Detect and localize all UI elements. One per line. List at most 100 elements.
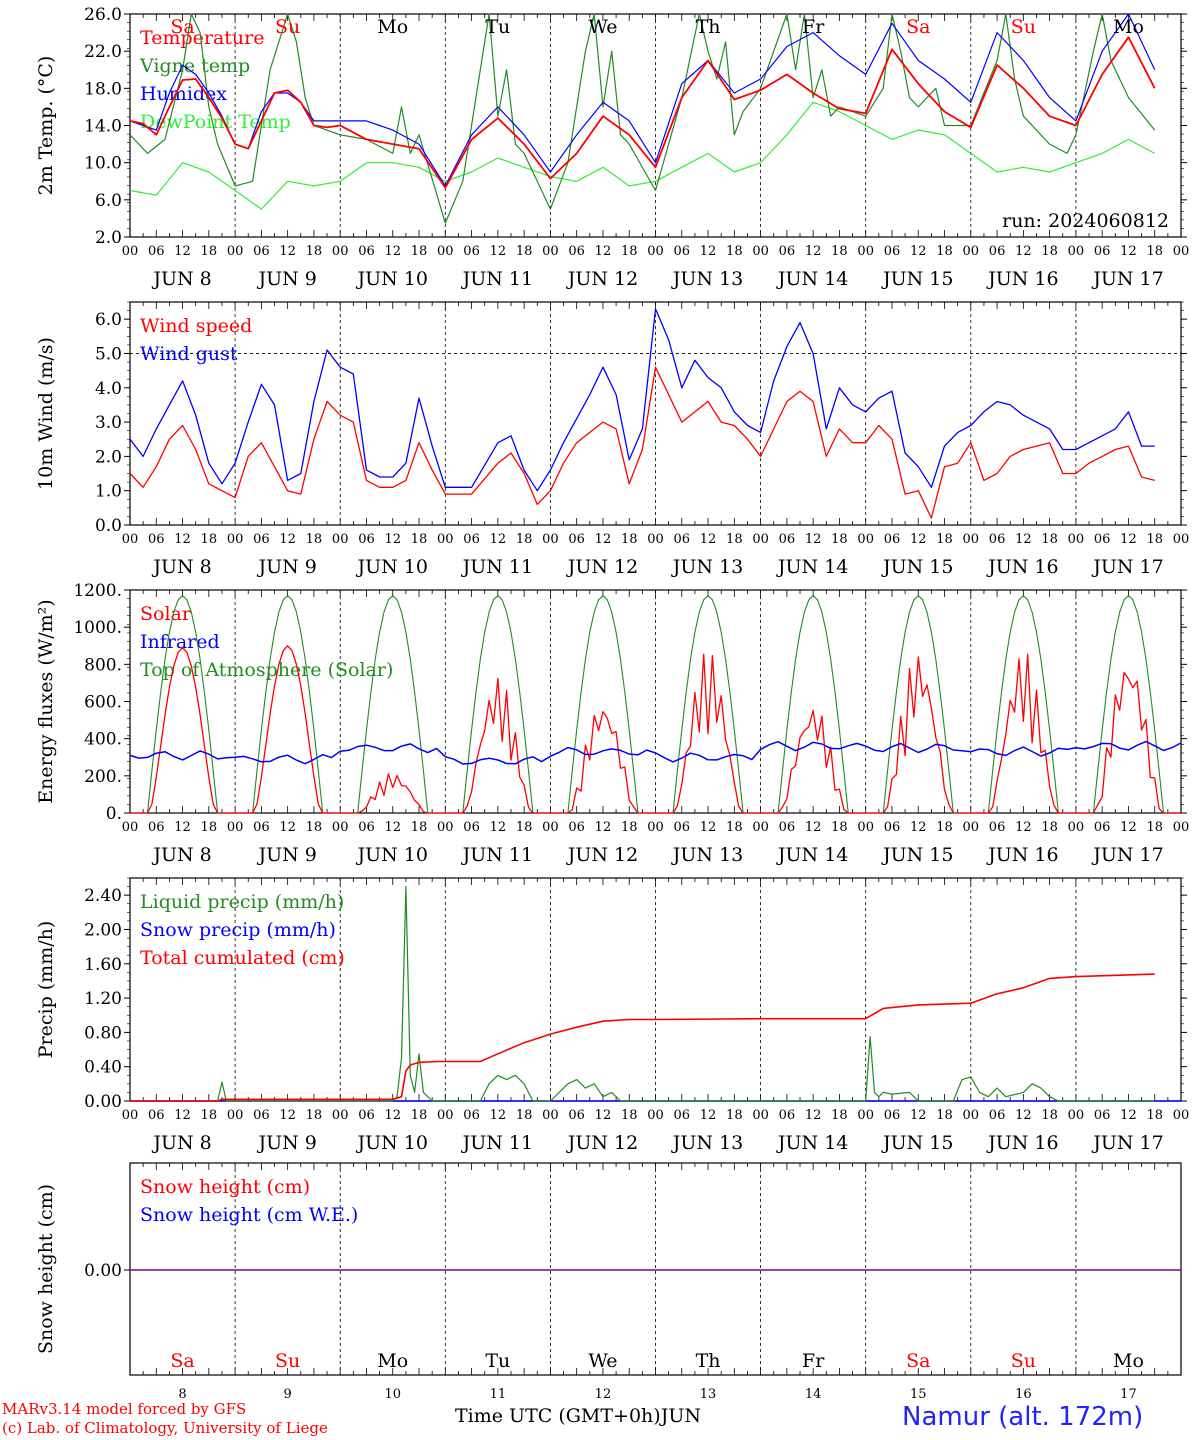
series-line-total-cumulated <box>130 973 1155 1102</box>
hour-tick-label: 06 <box>989 1108 1006 1123</box>
y-axis-label: Precip (mm/h) <box>35 921 57 1059</box>
series-line-wind-speed <box>129 366 1155 519</box>
date-label: JUN 17 <box>1091 844 1163 866</box>
hour-tick-label: 18 <box>936 1108 953 1123</box>
credits-model: MARv3.14 model forced by GFS <box>2 1400 247 1418</box>
date-label: JUN 15 <box>881 1132 953 1154</box>
hour-tick-label: 18 <box>201 1108 218 1123</box>
y-tick-label: 5.0 <box>95 344 122 364</box>
hour-tick-label: 06 <box>253 244 270 259</box>
hour-tick-label: 12 <box>174 244 191 259</box>
hour-tick-label: 00 <box>963 1108 980 1123</box>
hour-tick-label: 18 <box>306 1108 323 1123</box>
hour-tick-label: 12 <box>1120 532 1137 547</box>
hour-tick-label: 06 <box>779 244 796 259</box>
hour-tick-label: 12 <box>384 532 401 547</box>
date-label: JUN 12 <box>566 844 638 866</box>
legend-entry: Vigne temp <box>139 55 250 77</box>
hour-tick-label: 18 <box>1146 1108 1163 1123</box>
hour-tick-label: 06 <box>253 1108 270 1123</box>
hour-tick-label: 12 <box>490 244 507 259</box>
hour-tick-label: 12 <box>490 820 507 835</box>
hour-tick-label: 12 <box>174 532 191 547</box>
hour-tick-label: 06 <box>989 244 1006 259</box>
hour-tick-label: 06 <box>674 532 691 547</box>
panel-2: 00 06 12 18 00 06 12 18 00 06 12 18 00 06 12 18 00 06 12 18… <box>35 301 1190 578</box>
hour-tick-label: 12 <box>384 820 401 835</box>
hour-tick-label: 18 <box>936 532 953 547</box>
hour-tick-label: 00 <box>1173 532 1190 547</box>
hour-tick-label: 18 <box>306 244 323 259</box>
legend-entry: Top of Atmosphere (Solar) <box>140 659 393 681</box>
hour-tick-label: 18 <box>201 532 218 547</box>
date-label: JUN 14 <box>776 268 848 290</box>
weekday-label: Su <box>1011 1350 1036 1372</box>
hour-tick-label: 18 <box>1146 244 1163 259</box>
hour-tick-label: 06 <box>674 244 691 259</box>
weekday-label: Sa <box>906 16 930 38</box>
panel-3: 00 06 12 18 00 06 12 18 00 06 12 18 00 06 12 18 00 06 12 18… <box>35 581 1189 866</box>
hour-tick-label: 00 <box>122 820 139 835</box>
date-label: JUN 17 <box>1091 1132 1163 1154</box>
hour-tick-label: 00 <box>122 244 139 259</box>
panel-5: Snow height (cm) Snow height (cm) Snow hei… <box>35 1162 1182 1402</box>
hour-tick-label: 06 <box>989 532 1006 547</box>
panel-4: 00 06 12 18 00 06 12 18 00 06 12 18 00 06 12 18 00 06 12 18… <box>35 877 1189 1154</box>
legend-entry: Snow height (cm W.E.) <box>140 1204 358 1226</box>
hour-tick-label: 12 <box>1120 1108 1137 1123</box>
hour-tick-label: 12 <box>910 820 927 835</box>
hour-tick-label: 00 <box>752 244 769 259</box>
date-label: JUN 14 <box>776 556 848 578</box>
y-tick-label: 1200. <box>73 581 122 601</box>
hour-tick-label: 12 <box>595 820 612 835</box>
date-label: JUN 10 <box>356 844 428 866</box>
hour-tick-label: 06 <box>463 532 480 547</box>
hour-tick-label: 00 <box>227 532 244 547</box>
y-tick-label: 6.0 <box>95 310 122 330</box>
hour-tick-label: 06 <box>358 244 375 259</box>
hour-tick-label: 00 <box>122 532 139 547</box>
hour-tick-label: 06 <box>779 532 796 547</box>
hour-tick-label: 12 <box>595 1108 612 1123</box>
hour-tick-label: 06 <box>568 244 585 259</box>
legend-entry: Solar <box>140 603 192 625</box>
hour-tick-label: 00 <box>647 244 664 259</box>
hour-tick-label: 00 <box>332 1108 349 1123</box>
hour-tick-label: 12 <box>174 820 191 835</box>
y-tick-label: 0. <box>106 804 122 824</box>
weekday-label: Mo <box>377 16 408 38</box>
hour-tick-label: 18 <box>1041 532 1058 547</box>
hour-tick-label: 00 <box>857 244 874 259</box>
series-line-infrared <box>129 740 1182 765</box>
date-label: JUN 15 <box>881 268 953 290</box>
hour-tick-label: 18 <box>726 820 743 835</box>
series-line-dewpoint-temp <box>129 101 1155 210</box>
y-tick-label: 6.0 <box>95 191 122 211</box>
weekday-label: Fr <box>802 16 825 38</box>
y-tick-label: 4.0 <box>95 379 122 399</box>
y-tick-label: 10.0 <box>84 154 122 174</box>
hour-tick-label: 00 <box>1173 244 1190 259</box>
hour-tick-label: 00 <box>647 532 664 547</box>
y-tick-label: 0.00 <box>84 1261 122 1281</box>
hour-tick-label: 18 <box>621 244 638 259</box>
day-number-label: 11 <box>490 1387 507 1402</box>
hour-tick-label: 00 <box>1068 820 1085 835</box>
hour-tick-label: 12 <box>1120 244 1137 259</box>
hour-tick-label: 06 <box>358 532 375 547</box>
hour-tick-label: 18 <box>936 820 953 835</box>
hour-tick-label: 12 <box>1120 820 1137 835</box>
hour-tick-label: 00 <box>963 244 980 259</box>
y-tick-label: 1000. <box>73 618 122 638</box>
x-axis-title: Time UTC (GMT+0h)JUN <box>455 1405 701 1427</box>
hour-tick-label: 12 <box>174 1108 191 1123</box>
legend-entry: Infrared <box>140 631 220 653</box>
hour-tick-label: 18 <box>411 532 428 547</box>
date-label: JUN 17 <box>1091 556 1163 578</box>
date-label: JUN 8 <box>151 844 211 866</box>
date-label: JUN 16 <box>986 556 1058 578</box>
date-label: JUN 10 <box>356 556 428 578</box>
hour-tick-label: 18 <box>831 244 848 259</box>
hour-tick-label: 18 <box>516 532 533 547</box>
hour-tick-label: 06 <box>1094 244 1111 259</box>
